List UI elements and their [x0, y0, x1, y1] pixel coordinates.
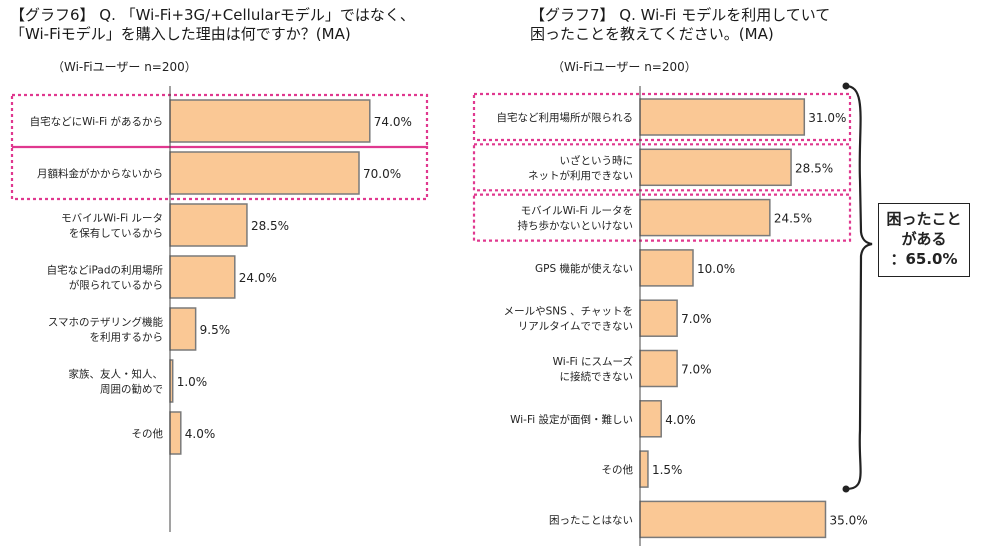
chart1-category-label: が限られているから: [69, 279, 163, 292]
chart1-category-label: 自宅などiPadの利用場所: [47, 264, 164, 277]
chart2-value-label: 7.0%: [681, 312, 712, 326]
chart2-category-label: Wi-Fi にスムーズ: [553, 355, 633, 368]
chart2-category-label: GPS 機能が使えない: [535, 262, 633, 275]
chart2-highlight-box: [472, 193, 852, 242]
chart2-bar: [639, 500, 827, 539]
chart2-highlight-box: [472, 92, 852, 142]
chart1-category-label: スマホのテザリング機能: [48, 316, 164, 329]
chart2-category-label: 困ったことはない: [549, 514, 633, 526]
chart1-value-label: 1.0%: [177, 375, 208, 389]
chart2-bar: [639, 148, 792, 187]
left-chart-subtitle: （Wi-Fiユーザー n=200）: [52, 60, 197, 74]
chart2-value-label: 31.0%: [808, 111, 846, 125]
chart2-bar: [639, 450, 649, 488]
chart2-category-label: 持ち歩かないといけない: [518, 219, 634, 232]
trouble-callout-box: 困ったこと がある ：65.0%: [878, 203, 970, 277]
chart2-category-label: メールやSNS 、チャットを: [504, 306, 633, 318]
chart1-bar: [169, 151, 360, 195]
right-chart-title: 【グラフ7】 Q. Wi-Fi モデルを利用していて 困ったことを教えてください…: [530, 6, 831, 43]
chart1-bar: [169, 411, 182, 455]
chart1-highlight-box: [10, 145, 429, 201]
chart2-value-label: 10.0%: [697, 262, 735, 276]
group-brace: [845, 84, 873, 491]
chart1-category-label: を保有しているから: [69, 227, 163, 240]
chart2-category-label: ネットが利用できない: [528, 169, 633, 182]
chart1-category-label: を利用するから: [90, 332, 164, 344]
chart1-bar: [169, 203, 248, 247]
chart1-category-label: 家族、友人・知人、: [69, 368, 164, 381]
chart2-category-label: リアルタイムでできない: [518, 321, 633, 333]
chart1-value-label: 9.5%: [200, 323, 231, 337]
chart2-bar: [639, 198, 771, 237]
chart1-category-label: モバイルWi-Fi ルータ: [61, 213, 163, 225]
chart2-category-label: モバイルWi-Fi ルータを: [521, 205, 633, 217]
brace-bottom-dot: [842, 485, 850, 493]
chart2-value-label: 4.0%: [665, 413, 696, 427]
chart1-value-label: 28.5%: [251, 219, 289, 233]
chart1-bar: [169, 307, 197, 351]
chart2-category-label: 自宅など利用場所が限られる: [497, 111, 634, 124]
chart2-category-label: その他: [602, 463, 634, 476]
chart2-bar: [639, 349, 678, 388]
chart2-bar: [639, 249, 694, 287]
chart2-value-label: 7.0%: [681, 363, 712, 377]
chart1-value-label: 24.0%: [239, 271, 277, 285]
brace-top-dot: [842, 82, 850, 90]
chart1-category-label: 自宅などにWi-Fi があるから: [30, 115, 163, 128]
chart1-bar: [169, 255, 236, 299]
chart2-highlight-box: [472, 143, 852, 192]
chart1-value-label: 4.0%: [185, 427, 216, 441]
chart1-category-label: 月額料金がかからないから: [37, 167, 163, 180]
chart1-highlight-box: [10, 93, 429, 149]
chart1-value-label: 74.0%: [374, 115, 412, 129]
chart1-value-label: 70.0%: [363, 167, 401, 181]
chart1-bar: [169, 99, 371, 143]
chart2-bar: [639, 98, 806, 136]
chart2-category-label: に接続できない: [560, 370, 634, 383]
chart2-value-label: 35.0%: [830, 513, 868, 527]
chart2-bar: [639, 299, 678, 337]
chart2-bar: [639, 400, 662, 438]
chart2-value-label: 24.5%: [774, 212, 812, 226]
right-chart-subtitle: （Wi-Fiユーザー n=200）: [552, 60, 697, 74]
chart2-value-label: 1.5%: [652, 463, 683, 477]
chart1-category-label: その他: [132, 427, 164, 440]
chart2-value-label: 28.5%: [795, 161, 833, 175]
chart2-category-label: いざという時に: [560, 154, 634, 167]
chart2-category-label: Wi-Fi 設定が面倒・難しい: [510, 413, 633, 426]
left-chart-title: 【グラフ6】 Q. 「Wi-Fi+3G/+Cellularモデル」ではなく、 「…: [10, 6, 415, 43]
chart1-category-label: 周囲の勧めで: [100, 383, 163, 396]
